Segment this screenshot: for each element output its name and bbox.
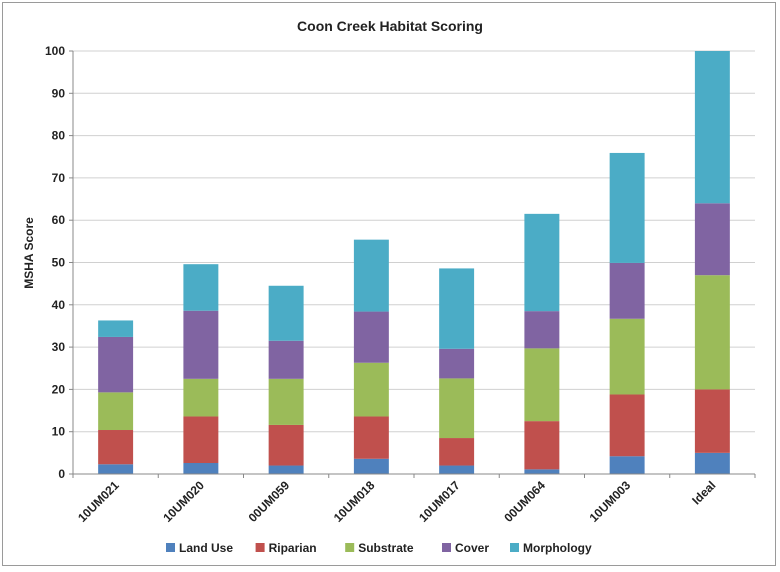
bar-segment-cover [183,310,219,379]
y-tick-label: 30 [52,340,66,354]
bar-segment-cover [439,348,475,379]
bar-segment-substrate [353,362,389,417]
gridlines [73,50,755,433]
x-tick-label: 10UM003 [587,478,634,525]
x-tick-label: 10UM020 [160,478,207,525]
y-tick-label: 80 [52,129,66,143]
y-tick-label: 60 [52,213,66,227]
bar-segment-substrate [524,348,560,422]
bar-segment-riparian [268,424,304,466]
legend-swatch [255,543,265,552]
bars [98,51,730,474]
bar-segment-riparian [524,421,560,470]
bar-segment-riparian [353,416,389,459]
bar-segment-land-use [353,458,389,474]
legend: Land Use Riparian Substrate Cover Morphology [166,541,592,555]
chart-title: Coon Creek Habitat Scoring [297,18,483,34]
bar-segment-substrate [268,378,304,425]
bar-segment-cover [694,203,730,276]
y-tick-label: 40 [52,298,66,312]
y-tick-label: 100 [45,44,65,58]
legend-swatch [166,543,175,552]
y-tick-label: 90 [52,86,66,100]
y-tick-label: 50 [52,256,66,270]
bar-segment-morphology [353,239,389,312]
bar-segment-cover [609,262,645,319]
bar-segment-riparian [439,438,475,466]
x-tick-label: 00UM064 [501,478,548,525]
bar-segment-cover [98,336,134,393]
bar-segment-riparian [183,416,219,464]
legend-swatch [345,543,355,552]
x-tick-label: 10UM021 [75,478,122,525]
bar-segment-morphology [524,213,560,312]
legend-swatch [510,543,519,552]
bar-segment-cover [268,340,304,379]
bar-segment-cover [353,311,389,363]
bar-segment-substrate [183,378,219,417]
bar-segment-land-use [439,465,475,474]
x-tick-label: Ideal [689,478,718,507]
bar-segment-morphology [439,268,475,349]
x-tick-label: 10UM018 [331,478,378,525]
y-tick-label: 0 [58,467,65,481]
bar-segment-morphology [694,51,730,204]
y-tick-label: 20 [52,382,66,396]
y-tick-label: 10 [52,425,66,439]
bar-segment-riparian [98,430,134,465]
y-tick-label: 70 [52,171,66,185]
x-tick-label: 10UM017 [416,478,463,525]
bar-segment-morphology [268,285,304,341]
bar-segment-land-use [183,463,219,474]
legend-label: Cover [455,541,489,555]
x-tick-label: 00UM059 [246,478,293,525]
bar-segment-cover [524,311,560,349]
bar-segment-land-use [694,452,730,474]
bar-segment-morphology [98,320,134,337]
bar-segment-land-use [524,469,560,474]
bar-segment-land-use [609,456,645,474]
bar-segment-land-use [98,464,134,474]
bar-segment-substrate [694,275,730,390]
bar-segment-substrate [98,392,134,431]
bar-segment-substrate [609,318,645,395]
bar-segment-morphology [609,152,645,263]
legend-swatch [442,543,451,552]
bar-segment-riparian [694,389,730,453]
legend-label: Substrate [358,541,414,555]
stacked-bar-chart: Coon Creek Habitat Scoring MSHA Score 01… [22,18,756,555]
axes: 0 10 20 30 40 50 60 70 80 90 100 [45,44,756,481]
bar-segment-morphology [183,264,219,311]
x-tick-labels: 10UM021 10UM020 00UM059 10UM018 10UM017 00UM0… [75,478,718,525]
bar-segment-land-use [268,465,304,474]
legend-label: Morphology [523,541,592,555]
legend-label: Land Use [179,541,233,555]
bar-segment-riparian [609,394,645,457]
y-axis-label: MSHA Score [22,217,36,289]
legend-label: Riparian [269,541,317,555]
bar-segment-substrate [439,378,475,439]
